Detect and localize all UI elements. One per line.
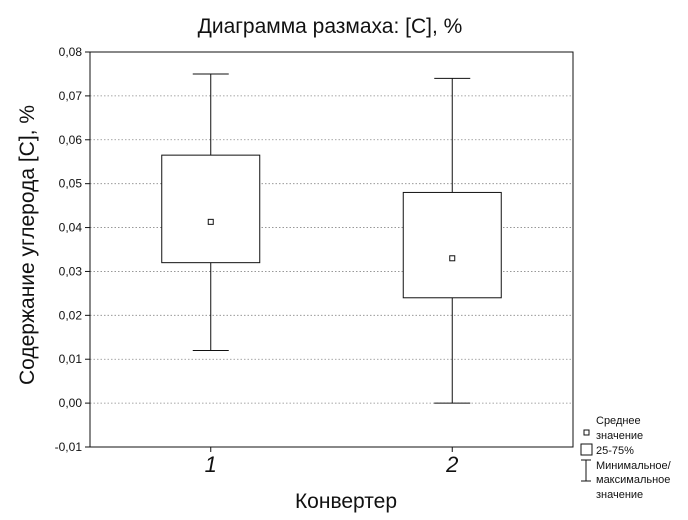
y-tick-label: 0,04 [59, 221, 83, 235]
box-group-1 [161, 73, 261, 351]
x-axis-label: Конвертер [295, 490, 397, 513]
legend-mean-line-2: значение [596, 430, 643, 442]
box-group-2 [402, 77, 502, 404]
legend-range-marker [581, 459, 591, 482]
x-tick-label: 1 [205, 452, 217, 477]
plot-frame [89, 51, 574, 448]
y-tick-label: 0,08 [59, 45, 83, 59]
x-tick-label: 2 [445, 452, 458, 477]
y-tick-label: 0,03 [59, 264, 83, 278]
y-axis-ticks: -0,01 0,00 0,01 0,02 0,03 0,04 0,05 0,06 0,07 0,0… [55, 45, 90, 454]
legend-mean-line-1: Среднее [596, 415, 641, 427]
legend-box-marker [580, 443, 593, 456]
box-q1-q3 [402, 191, 502, 299]
legend-range-line-2: максимальное [596, 474, 670, 486]
mean-marker [207, 218, 214, 225]
box-q1-q3 [161, 154, 261, 264]
boxes [161, 73, 502, 404]
y-tick-label: 0,05 [59, 177, 83, 191]
y-tick-label: 0,07 [59, 89, 83, 103]
y-tick-label: 0,02 [59, 308, 83, 322]
legend-mean-marker [583, 429, 590, 436]
y-axis-label: Содержание углерода [C], % [16, 105, 39, 385]
y-tick-label: 0,06 [59, 133, 83, 147]
y-tick-label: 0,01 [59, 352, 83, 366]
legend-range-line-1: Минимальное/ [596, 460, 672, 472]
y-tick-label: -0,01 [55, 440, 83, 454]
chart-title: Диаграмма размаха: [C], % [198, 15, 463, 38]
legend-box-label: 25-75% [596, 445, 634, 457]
legend-range-line-3: значение [596, 489, 643, 501]
y-tick-label: 0,00 [59, 396, 83, 410]
mean-marker [449, 255, 456, 262]
legend: Среднее значение 25-75% Минимальное/ мак… [580, 415, 672, 501]
